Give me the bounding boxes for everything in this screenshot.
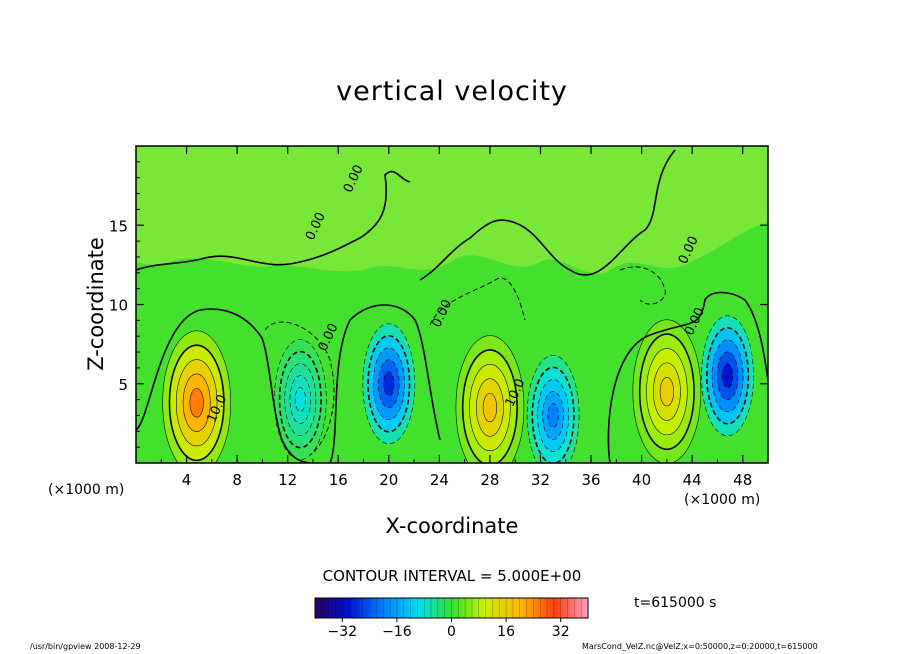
x-tick-label: 8: [232, 471, 242, 489]
downdraft-core: [722, 363, 734, 389]
zero-contour-line: [607, 291, 768, 463]
x-tick-label: 4: [182, 471, 192, 489]
upper-layer-region: [136, 146, 768, 274]
x-axis-unit: (×1000 m): [684, 492, 761, 508]
x-tick-label: 32: [531, 471, 550, 489]
colorbar-tick-label: 0: [447, 624, 456, 640]
x-tick-label: 44: [683, 471, 702, 489]
x-tick-label: 48: [733, 471, 752, 489]
colorbar-tick-label: −32: [328, 624, 358, 640]
x-axis-label: X-coordinate: [385, 514, 519, 538]
colorbar-tick-label: −16: [382, 624, 412, 640]
colorbar-tick-label: 16: [497, 624, 515, 640]
x-tick-label: 20: [379, 471, 398, 489]
y-axis-unit: (×1000 m): [48, 482, 125, 498]
footer-program-date: /usr/bin/gpview 2008-12-29: [30, 642, 141, 651]
negative-contour-line: [429, 277, 526, 326]
x-tick-label: 40: [632, 471, 651, 489]
downdraft-core: [294, 387, 306, 412]
contour-interval-label: CONTOUR INTERVAL = 5.000E+00: [322, 567, 582, 585]
y-tick-label: 10: [109, 297, 128, 315]
x-tick-label: 16: [329, 471, 348, 489]
chart-title: vertical velocity: [336, 76, 568, 107]
zero-contour-line: [419, 149, 676, 281]
downdraft-core: [383, 371, 395, 397]
colorbar-tick-label: 32: [552, 624, 570, 640]
y-tick-label: 15: [109, 217, 128, 235]
x-tick-label: 12: [278, 471, 297, 489]
updraft-core: [482, 392, 498, 423]
downdraft-core: [547, 403, 559, 428]
x-tick-label: 36: [581, 471, 600, 489]
zero-contour-line: [136, 308, 311, 463]
negative-contour-line: [264, 321, 335, 456]
updraft-core: [189, 388, 204, 418]
y-axis-label: Z-coordinate: [84, 237, 108, 371]
zero-contour-line: [329, 304, 441, 463]
updraft-core: [659, 376, 674, 407]
zero-contour-line: [136, 170, 411, 271]
x-tick-label: 24: [430, 471, 449, 489]
negative-contour-line: [619, 266, 666, 305]
y-tick-label: 5: [118, 376, 128, 394]
x-tick-label: 28: [480, 471, 499, 489]
footer-file-info: MarsCond_VelZ.nc@VelZ,x=0:50000,z=0:2000…: [582, 642, 818, 651]
time-label: t=615000 s: [634, 595, 717, 611]
